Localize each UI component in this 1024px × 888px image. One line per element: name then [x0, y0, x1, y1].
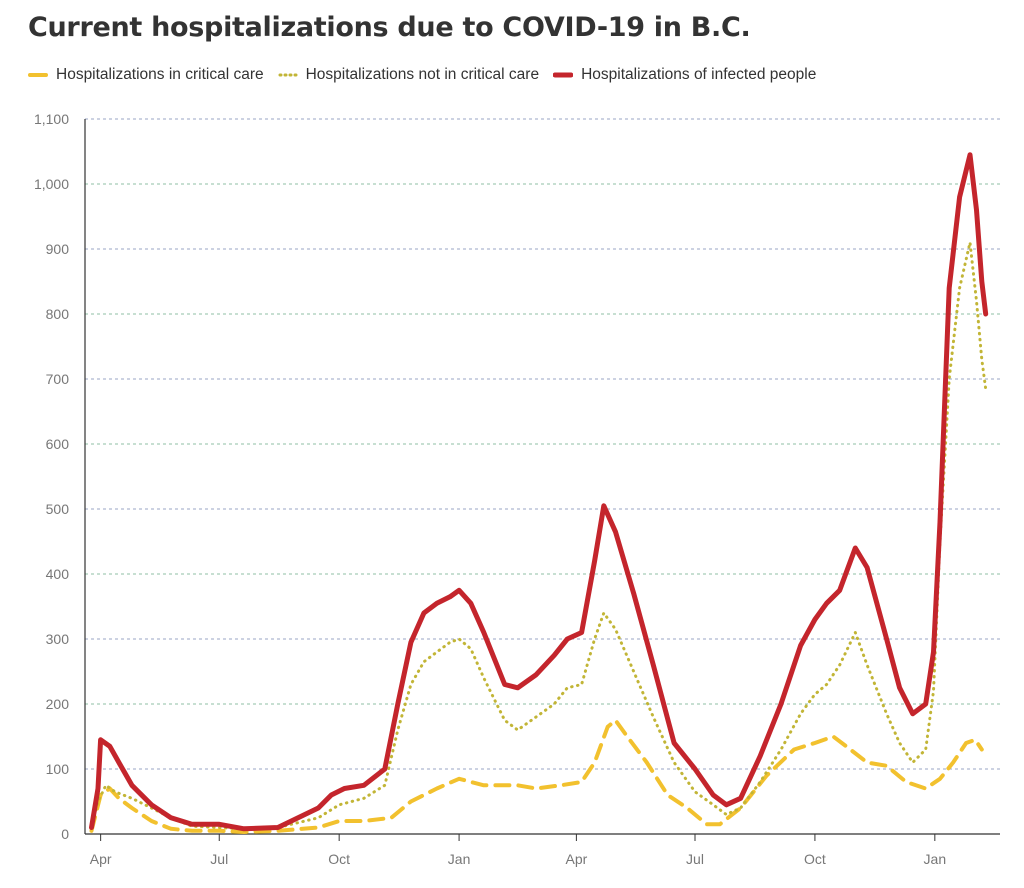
y-tick-label: 1,100 — [34, 111, 69, 127]
y-tick-label: 200 — [46, 696, 70, 712]
chart-legend: Hospitalizations in critical care Hospit… — [28, 66, 830, 84]
y-tick-label: 100 — [46, 761, 70, 777]
y-tick-label: 900 — [46, 241, 70, 257]
legend-swatch-solid-icon — [553, 72, 574, 78]
series-line-dashed — [89, 718, 984, 834]
y-tick-label: 800 — [46, 306, 70, 322]
x-tick-label: Oct — [804, 851, 826, 867]
y-tick-label: 700 — [46, 371, 70, 387]
series-line-solid — [89, 152, 989, 832]
x-tick-label: Jan — [924, 851, 947, 867]
y-tick-label: 300 — [46, 631, 70, 647]
x-tick-label: Oct — [328, 851, 350, 867]
x-tick-label: Jul — [210, 851, 228, 867]
legend-label-critical-care: Hospitalizations in critical care — [56, 66, 264, 83]
legend-swatch-dashed-icon — [28, 73, 48, 77]
legend-label-not-critical-care: Hospitalizations not in critical care — [305, 66, 540, 83]
legend-label-infected-people: Hospitalizations of infected people — [581, 66, 817, 83]
x-tick-label: Apr — [90, 851, 112, 867]
x-tick-label: Jul — [686, 851, 704, 867]
y-tick-label: 1,000 — [34, 176, 69, 192]
legend-item-critical-care[interactable]: Hospitalizations in critical care — [28, 66, 264, 84]
y-tick-label: 0 — [61, 826, 69, 842]
y-tick-label: 500 — [46, 501, 70, 517]
y-tick-label: 400 — [46, 566, 70, 582]
y-tick-label: 600 — [46, 436, 70, 452]
legend-item-infected-people[interactable]: Hospitalizations of infected people — [553, 66, 816, 84]
x-tick-label: Jan — [448, 851, 471, 867]
chart-title: Current hospitalizations due to COVID-19… — [28, 12, 751, 43]
legend-item-not-critical-care[interactable]: Hospitalizations not in critical care — [278, 66, 539, 84]
x-tick-label: Apr — [565, 851, 587, 867]
series-line-dotted — [90, 241, 988, 831]
